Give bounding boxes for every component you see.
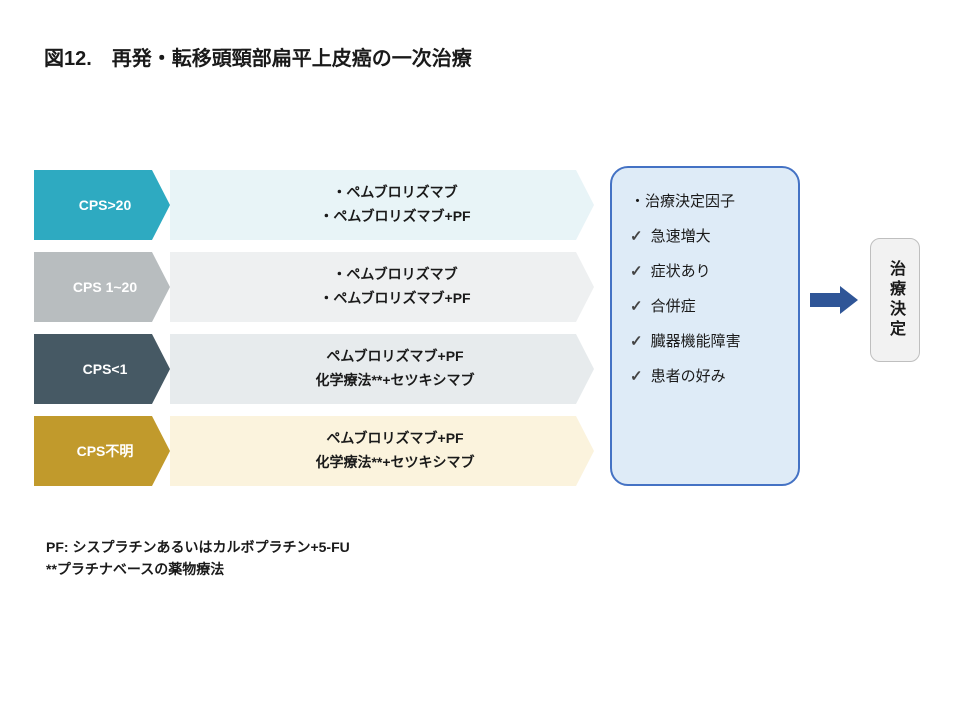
cps-row: CPS 1~20 ・ペムブロリズマブ ・ペムブロリズマブ+PF [34, 252, 594, 322]
treatment-tip [576, 170, 594, 240]
cps-label-chevron: CPS>20 [34, 170, 170, 240]
factors-box: ・治療決定因子 ✓ 急速増大 ✓ 症状あり ✓ 合併症 ✓ 臓器機能障害 ✓ 患者の好み [610, 166, 800, 486]
chevron-tip [152, 252, 170, 322]
factor-text: 急速増大 [651, 225, 711, 246]
treatment-chevron: ペムブロリズマブ+PF 化学療法**+セツキシマブ [170, 416, 594, 486]
factor-item: ✓ 症状あり [630, 260, 784, 281]
factor-text: 臓器機能障害 [651, 330, 741, 351]
treatment-chevron: ・ペムブロリズマブ ・ペムブロリズマブ+PF [170, 252, 594, 322]
chevron-tip [152, 170, 170, 240]
check-icon: ✓ [630, 297, 643, 315]
treatment-tip [576, 416, 594, 486]
check-icon: ✓ [630, 332, 643, 350]
treatment-line: ・ペムブロリズマブ+PF [319, 205, 470, 229]
cps-label-text: CPS不明 [71, 441, 134, 461]
check-icon: ✓ [630, 227, 643, 245]
cps-label-text: CPS 1~20 [67, 279, 137, 295]
chevron-tip [152, 416, 170, 486]
factor-item: ✓ 患者の好み [630, 365, 784, 386]
treatment-line: 化学療法**+セツキシマブ [315, 451, 474, 475]
decision-box: 治療決定 [870, 238, 920, 362]
arrow-right-icon [810, 286, 858, 314]
treatment-line: ・ペムブロリズマブ [332, 181, 457, 205]
footnote: PF: シスプラチンあるいはカルボプラチン+5-FU **プラチナベースの薬物療… [46, 536, 350, 581]
treatment-tip [576, 252, 594, 322]
check-icon: ✓ [630, 262, 643, 280]
cps-label-chevron: CPS<1 [34, 334, 170, 404]
treatment-line: ペムブロリズマブ+PF [326, 427, 463, 451]
treatment-chevron: ・ペムブロリズマブ ・ペムブロリズマブ+PF [170, 170, 594, 240]
cps-label-chevron: CPS 1~20 [34, 252, 170, 322]
factor-item: ✓ 臓器機能障害 [630, 330, 784, 351]
cps-row: CPS<1 ペムブロリズマブ+PF 化学療法**+セツキシマブ [34, 334, 594, 404]
treatment-tip [576, 334, 594, 404]
treatment-line: ・ペムブロリズマブ [332, 263, 457, 287]
figure-title: 図12. 再発・転移頭頸部扁平上皮癌の一次治療 [44, 42, 472, 71]
check-icon: ✓ [630, 367, 643, 385]
factors-heading: ・治療決定因子 [630, 190, 784, 211]
factor-text: 合併症 [651, 295, 696, 316]
treatment-line: ペムブロリズマブ+PF [326, 345, 463, 369]
footnote-line: PF: シスプラチンあるいはカルボプラチン+5-FU [46, 536, 350, 558]
bullet-icon: ・ [630, 193, 645, 210]
arrow-head [840, 286, 858, 314]
treatment-chevron: ペムブロリズマブ+PF 化学療法**+セツキシマブ [170, 334, 594, 404]
cps-label-text: CPS<1 [77, 361, 128, 377]
cps-row: CPS>20 ・ペムブロリズマブ ・ペムブロリズマブ+PF [34, 170, 594, 240]
cps-row: CPS不明 ペムブロリズマブ+PF 化学療法**+セツキシマブ [34, 416, 594, 486]
treatment-line: 化学療法**+セツキシマブ [315, 369, 474, 393]
cps-rows: CPS>20 ・ペムブロリズマブ ・ペムブロリズマブ+PF CPS 1~20 ・… [34, 170, 594, 498]
factor-text: 患者の好み [651, 365, 726, 386]
cps-label-text: CPS>20 [73, 197, 132, 213]
chevron-tip [152, 334, 170, 404]
factor-item: ✓ 合併症 [630, 295, 784, 316]
factor-text: 症状あり [651, 260, 711, 281]
factors-heading-text: 治療決定因子 [645, 193, 735, 210]
treatment-line: ・ペムブロリズマブ+PF [319, 287, 470, 311]
cps-label-chevron: CPS不明 [34, 416, 170, 486]
footnote-line: **プラチナベースの薬物療法 [46, 558, 350, 580]
arrow-shaft [810, 293, 840, 307]
factor-item: ✓ 急速増大 [630, 225, 784, 246]
